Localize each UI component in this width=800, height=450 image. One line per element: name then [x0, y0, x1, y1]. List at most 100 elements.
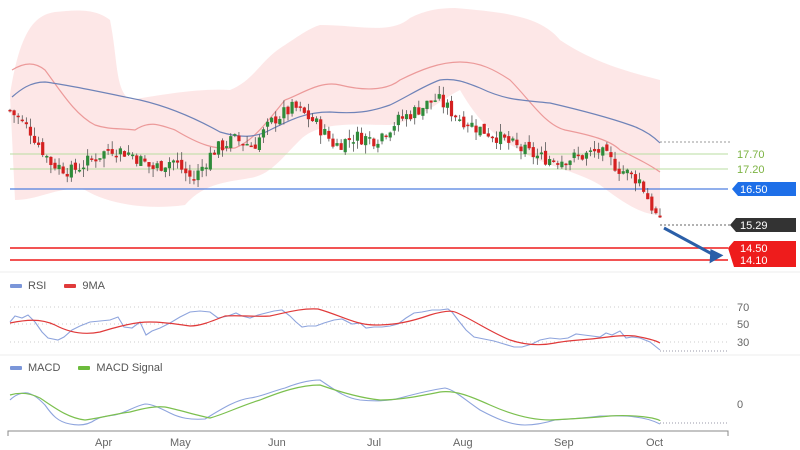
candle-down [294, 101, 298, 108]
candle-down [519, 146, 523, 152]
candle-up [204, 167, 208, 170]
rsi-swatch-icon [10, 284, 22, 288]
candle-down [494, 137, 499, 143]
candle-down [474, 125, 478, 133]
candle-down [32, 135, 37, 143]
macd-signal-line [9, 384, 661, 422]
candle-down [359, 132, 364, 145]
candle-down [592, 148, 597, 152]
candle-down [650, 196, 654, 211]
candle-down [94, 159, 98, 162]
candle-down [274, 116, 278, 124]
candle-down [12, 110, 16, 116]
candle-down [41, 142, 45, 156]
candle-down [466, 124, 470, 127]
candle-up [364, 136, 368, 146]
candle-down [633, 174, 638, 184]
badge-targets [728, 241, 796, 267]
candle-up [621, 171, 625, 174]
label-14-10: 14.10 [740, 255, 768, 267]
macd-swatch-icon [10, 366, 22, 370]
macd-legend-item[interactable]: MACD [10, 362, 60, 374]
candle-up [470, 122, 474, 127]
candle-down [564, 163, 568, 166]
macd-line [9, 379, 661, 426]
candle-up [261, 129, 266, 138]
candle-down [37, 142, 41, 145]
candle-up [278, 118, 282, 125]
candle-up [560, 161, 564, 168]
candle-down [449, 100, 454, 117]
rsi-legend-item[interactable]: RSI [10, 280, 46, 292]
candle-up [282, 107, 286, 119]
candle-up [568, 160, 572, 165]
candle-up [396, 114, 400, 126]
candle-down [331, 138, 335, 147]
candle-down [347, 138, 351, 141]
ma-red-line [11, 61, 661, 173]
candle-up [257, 137, 261, 150]
candle-up [511, 138, 515, 141]
candle-up [167, 162, 172, 169]
candle-down [482, 123, 486, 134]
macd-signal-swatch-icon [78, 366, 91, 370]
candle-up [343, 139, 347, 153]
candle-up [200, 166, 204, 171]
candle-up [376, 143, 380, 148]
forecast-arrow-head [709, 248, 724, 264]
candle-up [163, 167, 167, 172]
macd-signal-legend-item[interactable]: MACD Signal [78, 362, 162, 374]
candle-up [290, 101, 294, 114]
candle-up [131, 154, 135, 157]
candle-down [73, 162, 78, 170]
candle-down [212, 152, 217, 155]
candle-down [302, 107, 306, 113]
rsi-tick-30: 30 [737, 337, 749, 349]
x-tick-sep: Sep [554, 437, 574, 449]
candle-up [351, 142, 355, 144]
candle-up [139, 156, 143, 166]
candle-up [584, 152, 589, 159]
candle-up [126, 152, 131, 155]
rsi-legend: RSI 9MA [10, 280, 117, 292]
candle-down [220, 140, 225, 151]
label-15-29: 15.29 [740, 220, 768, 232]
candle-up [216, 141, 221, 155]
candle-down [114, 155, 118, 158]
candle-down [249, 145, 253, 148]
9ma-legend-label: 9MA [82, 280, 105, 292]
candle-up [458, 119, 462, 121]
candle-down [646, 193, 650, 200]
candle-up [315, 118, 319, 122]
candle-down [65, 173, 69, 177]
rsi-9ma-legend-item[interactable]: 9MA [64, 280, 105, 292]
candle-down [417, 107, 421, 115]
candle-down [503, 134, 507, 138]
candle-down [441, 94, 445, 108]
candle-up [81, 167, 86, 170]
x-tick-jul: Jul [367, 437, 381, 449]
candle-down [629, 172, 633, 175]
candle-down [384, 135, 388, 138]
badge-16-50 [732, 182, 796, 196]
candle-down [490, 136, 494, 139]
candle-up [229, 136, 233, 149]
candle-up [548, 159, 552, 165]
candle-down [617, 168, 621, 174]
candle-down [241, 143, 245, 146]
macd-legend: MACD MACD Signal [10, 362, 174, 374]
candle-down [135, 155, 139, 164]
candle-up [413, 107, 417, 119]
rsi-legend-label: RSI [28, 280, 47, 292]
label-16-50: 16.50 [740, 184, 768, 196]
candle-down [339, 143, 343, 150]
macd-legend-label: MACD [28, 362, 61, 374]
candle-up [86, 155, 90, 166]
candle-down [556, 163, 560, 165]
candle-down [192, 179, 196, 181]
candle-down [159, 161, 163, 171]
candle-up [392, 126, 396, 131]
macd-tick-0: 0 [737, 399, 743, 411]
candle-down [613, 158, 617, 171]
